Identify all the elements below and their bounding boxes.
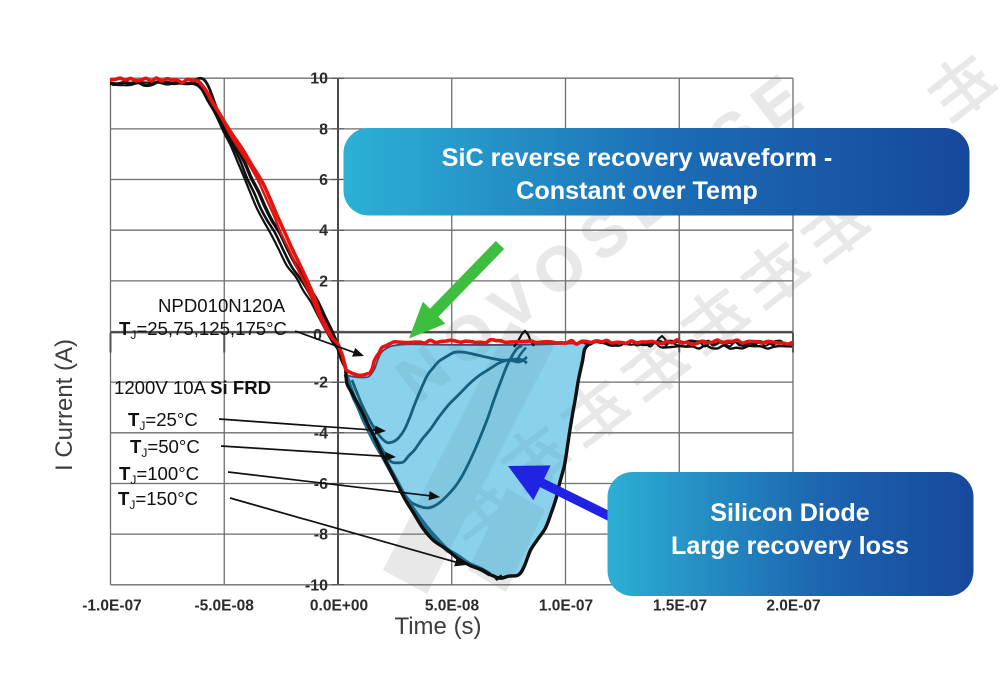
svg-text:-2: -2 xyxy=(314,375,328,392)
svg-text:TJ=100°C: TJ=100°C xyxy=(119,463,199,487)
svg-text:-1.0E-07: -1.0E-07 xyxy=(82,598,141,615)
svg-text:10: 10 xyxy=(310,71,328,88)
svg-text:-5.0E-08: -5.0E-08 xyxy=(194,598,254,615)
svg-text:SiC reverse recovery waveform: SiC reverse recovery waveform - xyxy=(442,144,833,172)
svg-text:5.0E-08: 5.0E-08 xyxy=(425,598,480,615)
svg-text:-10: -10 xyxy=(305,577,328,594)
svg-text:1.0E-07: 1.0E-07 xyxy=(539,598,593,615)
svg-text:I Current (A): I Current (A) xyxy=(51,339,78,471)
svg-text:TJ=25,75,125,175°C: TJ=25,75,125,175°C xyxy=(119,318,287,342)
svg-text:TJ=150°C: TJ=150°C xyxy=(118,488,198,512)
svg-text:1.5E-07: 1.5E-07 xyxy=(653,598,707,615)
svg-text:2.0E-07: 2.0E-07 xyxy=(766,598,820,615)
svg-text:-6: -6 xyxy=(314,476,328,493)
svg-text:Time (s): Time (s) xyxy=(394,613,481,640)
svg-text:4: 4 xyxy=(319,223,328,240)
svg-text:6: 6 xyxy=(319,172,328,189)
svg-text:-4: -4 xyxy=(314,425,328,442)
svg-text:TJ=50°C: TJ=50°C xyxy=(130,436,200,460)
svg-text:8: 8 xyxy=(319,121,328,138)
svg-text:Constant over Temp: Constant over Temp xyxy=(516,177,758,205)
svg-text:NPD010N120A: NPD010N120A xyxy=(158,295,286,316)
svg-text:Large recovery loss: Large recovery loss xyxy=(671,532,909,560)
svg-text:2: 2 xyxy=(319,273,328,290)
svg-text:1200V 10A Si FRD: 1200V 10A Si FRD xyxy=(114,377,271,398)
svg-text:0.0E+00: 0.0E+00 xyxy=(310,598,368,615)
svg-text:TJ=25°C: TJ=25°C xyxy=(128,409,198,433)
svg-text:0: 0 xyxy=(313,327,322,344)
svg-text:Silicon Diode: Silicon Diode xyxy=(710,499,870,527)
svg-text:-8: -8 xyxy=(314,527,328,544)
